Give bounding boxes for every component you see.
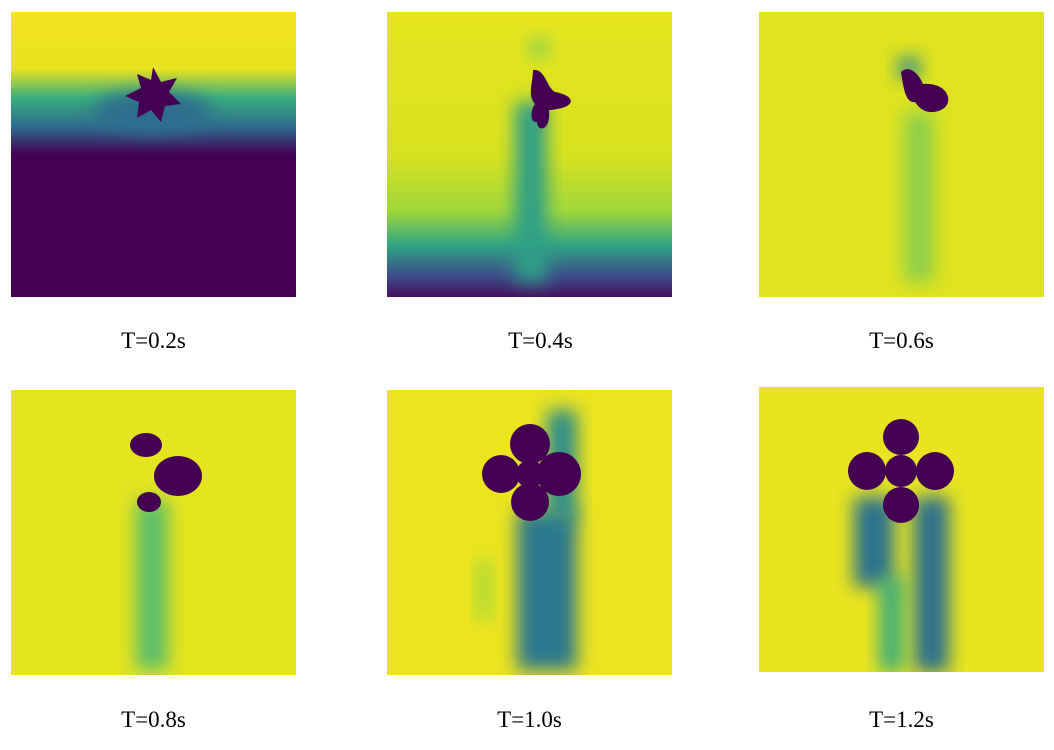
panel-image bbox=[387, 12, 672, 297]
caption: T=0.8s bbox=[121, 707, 186, 732]
caption: T=1.2s bbox=[869, 707, 934, 732]
panel-image bbox=[759, 387, 1044, 672]
caption: T=1.0s bbox=[497, 707, 562, 732]
panel-image bbox=[11, 390, 296, 675]
panel-image bbox=[387, 390, 672, 675]
caption: T=0.4s bbox=[508, 328, 573, 353]
caption: T=0.2s bbox=[121, 328, 186, 353]
panel-image bbox=[759, 12, 1044, 297]
panel-image bbox=[11, 12, 296, 297]
caption: T=0.6s bbox=[869, 328, 934, 353]
